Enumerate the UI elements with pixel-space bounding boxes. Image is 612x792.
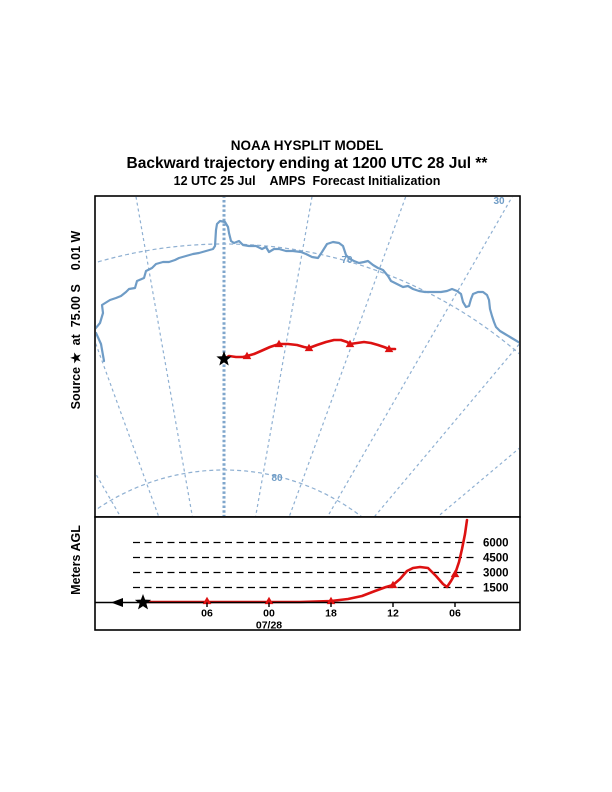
trajectory-title: Backward trajectory ending at 1200 UTC 2… bbox=[127, 155, 489, 172]
initialization-subtitle: 12 UTC 25 Jul AMPS Forecast Initializati… bbox=[174, 174, 441, 188]
profile-border bbox=[94, 516, 521, 631]
latitude-circle-0 bbox=[96, 243, 519, 355]
time-tick-label-06: 06 bbox=[201, 608, 213, 620]
coastline bbox=[96, 219, 519, 363]
time-tick-label-06: 06 bbox=[449, 608, 461, 620]
profile-marker-1 bbox=[264, 596, 274, 605]
meridian-line--10 bbox=[135, 197, 193, 516]
gridline-label-1500: 1500 bbox=[483, 583, 509, 595]
profile-marker-4 bbox=[450, 569, 460, 578]
height-gridlines: 6000 4500 3000 1500 bbox=[133, 538, 509, 595]
time-tick-label-00: 00 bbox=[263, 608, 275, 620]
meridian-line-30 bbox=[327, 197, 513, 516]
trajectory-marker-4 bbox=[384, 344, 394, 353]
map-panel: 30 70 80 Source ★ at 75.00 S 0.01 W bbox=[69, 195, 521, 518]
trajectory-marker-0 bbox=[242, 351, 252, 360]
time-tick-label-18: 18 bbox=[325, 608, 337, 620]
time-tick-label-12: 12 bbox=[387, 608, 399, 620]
profile-marker-0 bbox=[202, 596, 212, 605]
meridian-line-50 bbox=[437, 447, 519, 516]
meridian-line-40 bbox=[374, 343, 519, 516]
graticule-labels: 30 70 80 bbox=[271, 196, 505, 484]
trajectory-marker-3 bbox=[345, 339, 355, 348]
latitude-circle-1 bbox=[96, 469, 362, 516]
left-arrow-icon bbox=[111, 598, 123, 607]
trajectory-marker-2 bbox=[304, 343, 314, 352]
trajectory-marker-1 bbox=[274, 339, 284, 348]
map-border bbox=[94, 195, 521, 518]
title-block: NOAA HYSPLIT MODEL Backward trajectory e… bbox=[127, 138, 489, 188]
height-profile-markers bbox=[202, 569, 460, 605]
graticule-label-70: 70 bbox=[341, 255, 353, 266]
gridline-label-3000: 3000 bbox=[483, 568, 509, 580]
trajectory-markers bbox=[242, 339, 394, 360]
model-title: NOAA HYSPLIT MODEL bbox=[231, 138, 384, 153]
profile-marker-3 bbox=[388, 580, 398, 589]
graticule-label-30: 30 bbox=[493, 196, 505, 207]
graticule bbox=[96, 197, 519, 516]
profile-marker-2 bbox=[326, 596, 336, 605]
profile-y-axis-label: Meters AGL bbox=[69, 525, 83, 595]
meridian-line--20 bbox=[96, 342, 160, 516]
gridline-label-6000: 6000 bbox=[483, 538, 509, 550]
meridian-line-10 bbox=[255, 197, 313, 516]
graticule-label-80: 80 bbox=[271, 473, 283, 484]
gridline-label-4500: 4500 bbox=[483, 553, 509, 565]
map-y-axis-label: Source ★ at 75.00 S 0.01 W bbox=[69, 230, 83, 409]
time-tick-sublabel: 07/28 bbox=[256, 620, 282, 632]
meridian-line-20 bbox=[288, 197, 407, 516]
source-star-icon bbox=[216, 351, 232, 366]
profile-source-star-icon bbox=[134, 594, 152, 610]
